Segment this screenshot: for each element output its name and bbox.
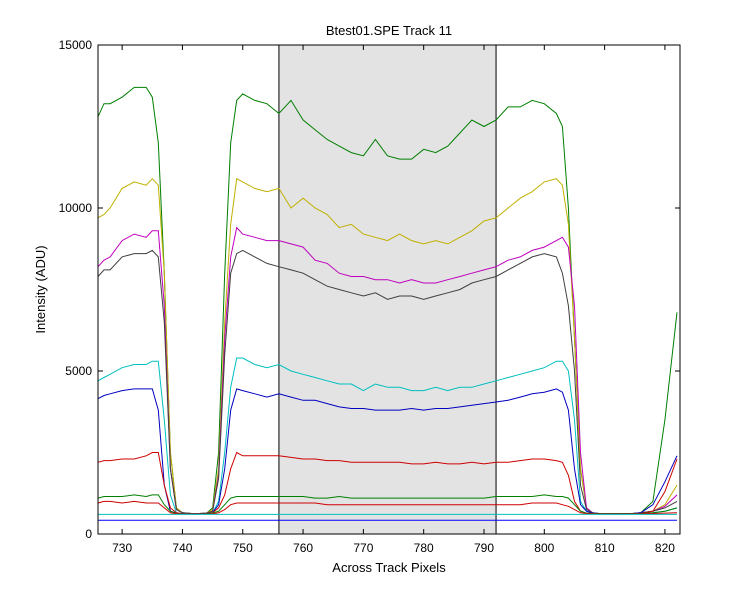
x-tick-label: 810 xyxy=(595,541,615,555)
y-axis-title: Intensity (ADU) xyxy=(33,245,48,333)
x-tick-label: 760 xyxy=(293,541,313,555)
x-tick-label: 750 xyxy=(233,541,253,555)
chart-title: Btest01.SPE Track 11 xyxy=(326,23,452,38)
series-layer xyxy=(97,86,678,521)
x-tick-label: 740 xyxy=(172,541,192,555)
x-tick-label: 790 xyxy=(474,541,494,555)
y-tick-label: 5000 xyxy=(65,364,92,378)
x-tick-label: 820 xyxy=(655,541,675,555)
series-line-8 xyxy=(97,494,678,515)
y-tick-label: 10000 xyxy=(59,201,93,215)
x-tick-label: 770 xyxy=(353,541,373,555)
plot-frame xyxy=(97,44,681,535)
series-line-9 xyxy=(97,500,678,515)
x-tick-label: 780 xyxy=(414,541,434,555)
x-tick-label: 800 xyxy=(534,541,554,555)
series-line-2 xyxy=(97,177,678,515)
x-axis-title: Across Track Pixels xyxy=(332,560,446,575)
highlight-region xyxy=(278,44,497,535)
y-tick-label: 15000 xyxy=(59,38,93,52)
series-line-5 xyxy=(97,357,678,515)
tick-layer: 730 740 750 760 770 780 790 800 810 820 0 5000 10000… xyxy=(59,38,680,555)
y-tick-label: 0 xyxy=(85,527,92,541)
series-line-4 xyxy=(97,249,678,515)
x-tick-label: 730 xyxy=(112,541,132,555)
